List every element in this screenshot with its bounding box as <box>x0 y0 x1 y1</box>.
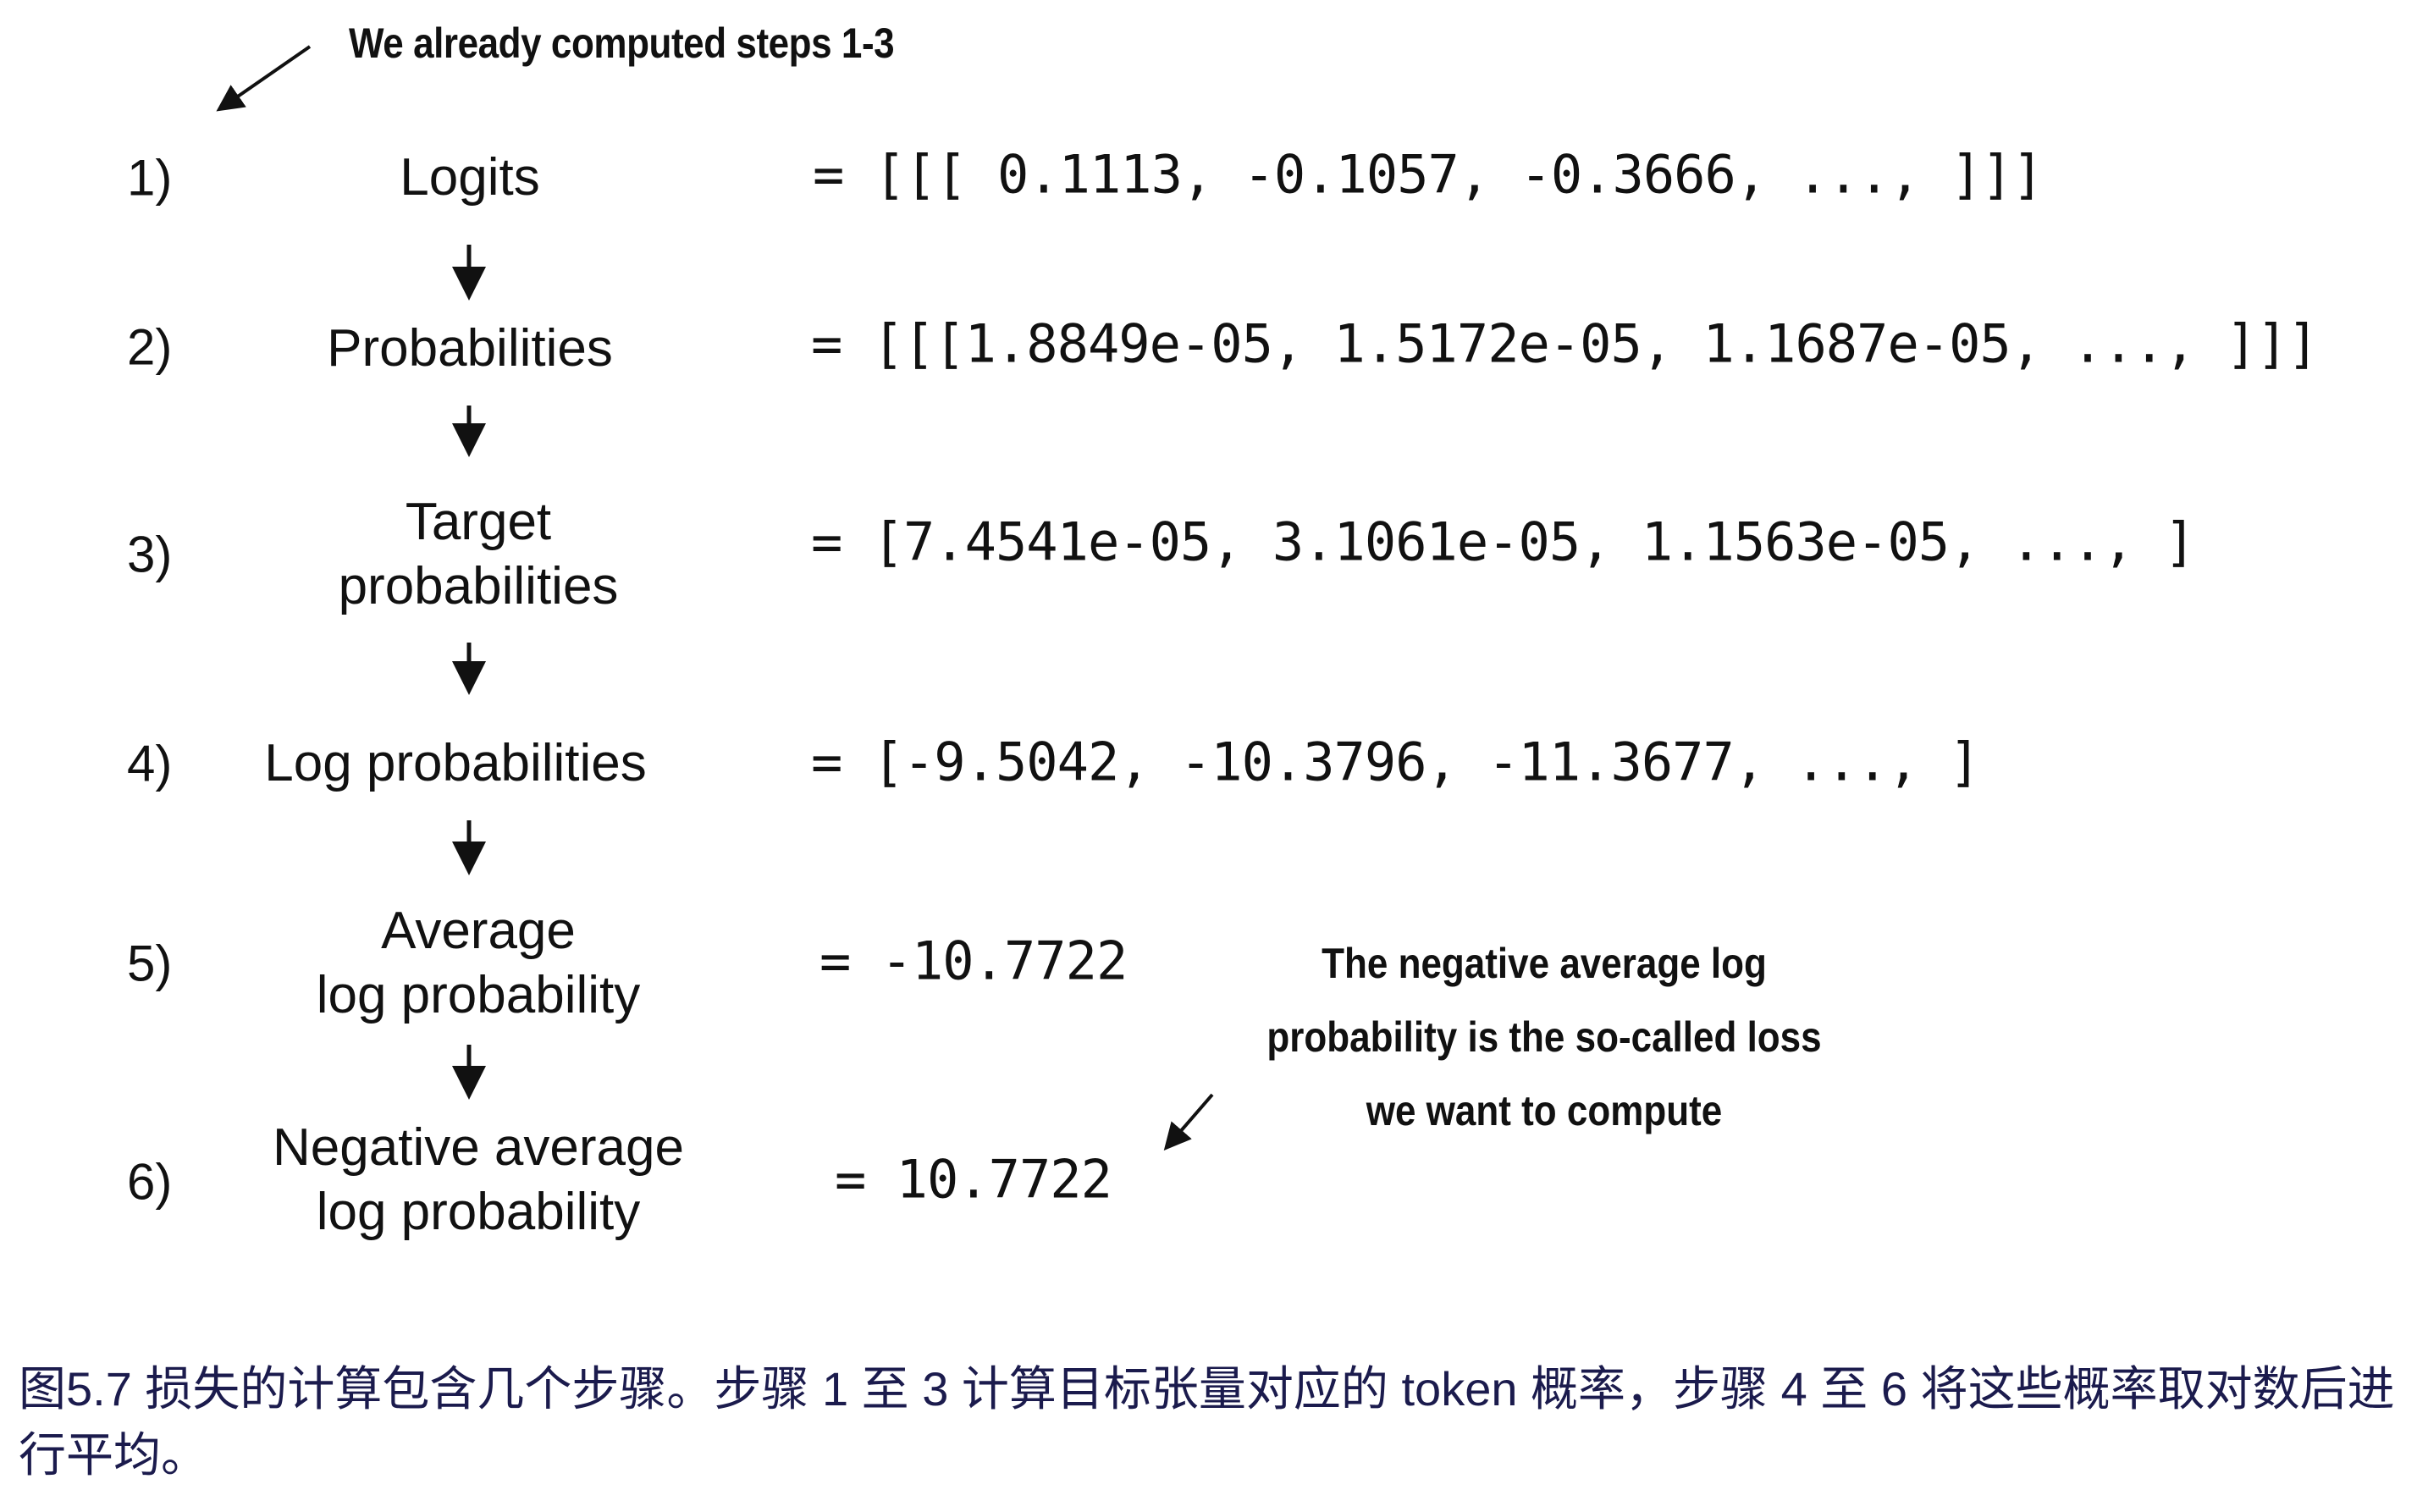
step-label-line: Target <box>405 493 552 551</box>
step-label-line: Probabilities <box>327 319 613 378</box>
step-value: = [[[ 0.1113, -0.1057, -0.3666, ..., ]]] <box>813 143 2044 206</box>
annotation-line: probability is the so-called loss <box>1266 1013 1822 1061</box>
annotation-top: We already computed steps 1-3 <box>349 19 895 67</box>
step-label-line: Logits <box>400 148 540 207</box>
step-number: 2) <box>127 318 173 376</box>
step-value: = -10.7722 <box>819 930 1128 992</box>
step-number: 1) <box>127 149 173 207</box>
step-label: Average log probability <box>241 899 715 1028</box>
step-label-line: Negative average <box>273 1118 684 1177</box>
step-label: Negative average log probability <box>241 1116 715 1244</box>
annotation-right: The negative average log probability is … <box>1209 927 1879 1148</box>
step-label-line: Average <box>381 902 576 960</box>
step-label: Logits <box>233 146 707 210</box>
step-label: Log probabilities <box>218 731 693 796</box>
step-value: = [-9.5042, -10.3796, -11.3677, ..., ] <box>811 731 1980 793</box>
step-label-line: log probability <box>316 966 641 1024</box>
step-number: 6) <box>127 1153 173 1211</box>
step-number: 3) <box>127 526 173 583</box>
figure-caption: 图5.7 损失的计算包含几个步骤。步骤 1 至 3 计算目标张量对应的 toke… <box>19 1362 2395 1482</box>
step-label: Target probabilities <box>241 490 715 619</box>
step-label: Probabilities <box>233 317 707 381</box>
step-label-line: log probability <box>316 1183 641 1241</box>
annotation-line: we want to compute <box>1366 1087 1723 1134</box>
annotation-line: The negative average log <box>1322 940 1767 987</box>
step-value: = [[[1.8849e-05, 1.5172e-05, 1.1687e-05,… <box>811 312 2319 375</box>
step-number: 5) <box>127 935 173 992</box>
step-label-line: Log probabilities <box>264 734 647 792</box>
annotation-arrow-top <box>216 45 312 112</box>
step-label-line: probabilities <box>338 557 619 615</box>
annotation-arrow-right <box>1163 1093 1214 1151</box>
step-value: = 10.7722 <box>835 1148 1112 1211</box>
step-number: 4) <box>127 735 173 792</box>
step-value: = [7.4541e-05, 3.1061e-05, 1.1563e-05, .… <box>811 510 2196 573</box>
